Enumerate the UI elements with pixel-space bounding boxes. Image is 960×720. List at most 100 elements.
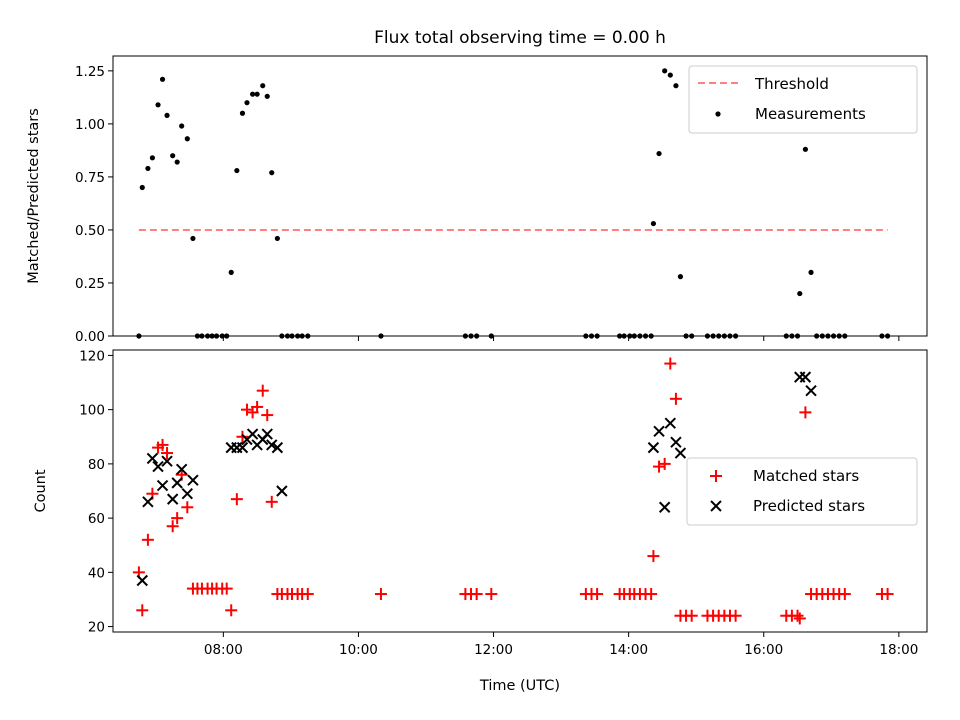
measurement-point <box>797 290 803 297</box>
measurement-point <box>631 333 637 339</box>
top-y-axis: 0.00 0.25 0.50 0.75 1.00 1.25 <box>75 64 113 345</box>
measurement-point <box>721 333 727 339</box>
measurement-point <box>209 333 215 339</box>
measurement-point <box>727 333 733 339</box>
marker-stroke <box>271 441 284 454</box>
measurement-point <box>184 136 190 142</box>
predicted-star-marker <box>142 496 154 508</box>
predicted-star-marker <box>805 384 817 397</box>
bottom-y-tick-label: 60 <box>88 511 105 527</box>
matched-star-marker <box>685 609 698 622</box>
top-y-axis-label: Matched/Predicted stars <box>26 108 42 284</box>
marker-stroke <box>166 493 179 505</box>
matched-star-marker <box>470 588 483 601</box>
measurement-point <box>179 123 185 129</box>
measurement-point <box>488 333 494 339</box>
top-y-tick-label: 0.50 <box>75 223 105 239</box>
predicted-star-marker <box>266 439 278 451</box>
measurement-point <box>656 150 662 157</box>
bottom-y-axis: 20 40 60 80 100 120 <box>79 348 113 636</box>
measurement-point <box>637 333 643 339</box>
predicted-star-marker <box>181 488 194 500</box>
matched-star-marker <box>171 512 184 525</box>
bottom-y-axis-label: Count <box>33 469 49 512</box>
measurement-point <box>299 333 305 339</box>
measurement-point <box>879 333 885 339</box>
measurement-point <box>814 333 820 339</box>
matched-star-marker <box>647 550 660 563</box>
predicted-star-marker <box>152 460 164 473</box>
measurement-point <box>295 333 301 339</box>
legend-threshold-label: Threshold <box>754 75 829 93</box>
measurement-point <box>136 333 142 339</box>
top-y-tick-label: 0.25 <box>75 276 105 292</box>
matched-star-marker <box>301 588 314 601</box>
bottom-y-tick-label: 100 <box>79 403 105 419</box>
predicted-star-marker <box>175 463 188 476</box>
measurement-point <box>825 333 831 339</box>
matched-star-marker <box>236 430 249 443</box>
predicted-star-marker <box>271 441 284 454</box>
measurement-point <box>783 333 789 339</box>
legend-measurements-swatch <box>715 111 721 117</box>
measurement-point <box>462 333 468 339</box>
measurement-point <box>689 333 695 339</box>
bottom-x-tick-label: 14:00 <box>609 642 648 658</box>
top-legend: Threshold Measurements <box>688 65 918 134</box>
bottom-x-tick-label: 08:00 <box>204 642 243 658</box>
predicted-star-marker <box>166 493 179 505</box>
predicted-star-marker <box>236 441 249 454</box>
measurement-point <box>802 146 809 152</box>
measurement-point <box>149 155 156 161</box>
matched-star-marker <box>220 582 233 595</box>
measurement-point <box>159 76 166 82</box>
measurement-point <box>627 333 633 339</box>
predicted-star-marker <box>658 501 671 513</box>
marker-stroke <box>261 428 273 440</box>
measurement-point <box>808 269 814 275</box>
marker-stroke <box>276 485 288 497</box>
measurement-point <box>228 269 234 275</box>
matched-star-marker <box>265 495 278 508</box>
matched-star-marker <box>669 392 682 405</box>
measurement-point <box>250 91 256 97</box>
measurement-point <box>474 333 480 339</box>
matched-star-marker <box>791 609 804 622</box>
measurement-point <box>284 333 291 339</box>
marker-stroke <box>156 479 169 492</box>
bottom-panel: 20 40 60 80 100 120 08:00 10:00 12:00 14:00 16:00… <box>33 348 928 694</box>
legend-measurements-label: Measurements <box>755 105 866 123</box>
marker-stroke <box>664 417 677 429</box>
top-x-axis <box>222 336 900 341</box>
chart-title: Flux total observing time = 0.00 h <box>374 28 666 48</box>
bottom-y-tick-label: 40 <box>88 565 105 581</box>
bottom-legend-box <box>686 457 918 526</box>
marker-stroke <box>799 371 812 383</box>
measurement-point <box>683 333 689 339</box>
marker-stroke <box>152 460 164 473</box>
bottom-x-axis: 08:00 10:00 12:00 14:00 16:00 18:00 <box>204 632 918 658</box>
predicted-star-marker <box>653 425 665 438</box>
matched-star-marker <box>374 588 387 601</box>
matched-star-marker <box>485 588 498 601</box>
predicted-star-marker <box>136 574 148 587</box>
matched-star-marker <box>156 438 169 451</box>
legend-matched-label: Matched stars <box>753 467 859 485</box>
matched-star-marker <box>653 460 666 473</box>
marker-stroke <box>181 488 194 500</box>
measurement-point <box>648 333 654 339</box>
predicted-star-marker <box>146 452 159 465</box>
predicted-star-marker <box>664 417 677 429</box>
matched-star-marker <box>141 533 154 546</box>
bottom-legend: Matched stars Predicted stars <box>686 457 918 526</box>
measurement-point <box>219 333 225 339</box>
measurement-point <box>662 68 668 74</box>
measurement-point <box>836 333 842 339</box>
measurement-point <box>155 102 161 108</box>
measurement-point <box>279 333 285 339</box>
matched-star-marker <box>181 501 194 514</box>
measurement-point <box>254 91 260 97</box>
marker-stroke <box>161 455 173 467</box>
predicted-star-marker <box>276 485 288 497</box>
